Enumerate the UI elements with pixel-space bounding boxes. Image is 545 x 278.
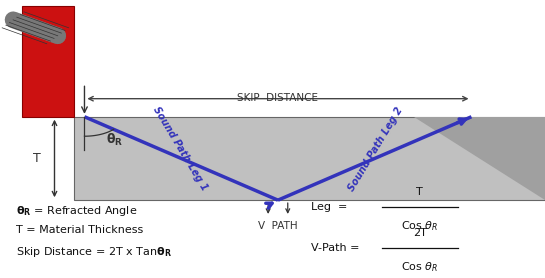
Text: Leg  =: Leg = [311, 202, 347, 212]
Text: Skip Distance = 2T x Tan$\mathbf{\theta_R}$: Skip Distance = 2T x Tan$\mathbf{\theta_… [16, 245, 172, 259]
Text: $\mathbf{\theta_R}$ = Refracted Angle: $\mathbf{\theta_R}$ = Refracted Angle [16, 204, 138, 218]
Text: T: T [416, 187, 423, 197]
Text: $\bf{\theta_R}$: $\bf{\theta_R}$ [106, 132, 123, 148]
Bar [74, 117, 545, 200]
Text: V-Path =: V-Path = [311, 243, 359, 253]
Text: V  PATH: V PATH [258, 221, 298, 231]
Text: T: T [33, 152, 41, 165]
Text: 2T: 2T [413, 228, 427, 238]
Bar [22, 6, 74, 117]
Text: Sound Path Leg 1: Sound Path Leg 1 [151, 105, 209, 193]
Text: T = Material Thickness: T = Material Thickness [16, 225, 143, 235]
Text: Cos $\theta_R$: Cos $\theta_R$ [401, 260, 438, 274]
Polygon shape [414, 117, 545, 200]
Text: Sound Path Leg 2: Sound Path Leg 2 [347, 105, 405, 193]
Text: SKIP  DISTANCE: SKIP DISTANCE [238, 93, 318, 103]
Text: Cos $\theta_R$: Cos $\theta_R$ [401, 220, 438, 234]
